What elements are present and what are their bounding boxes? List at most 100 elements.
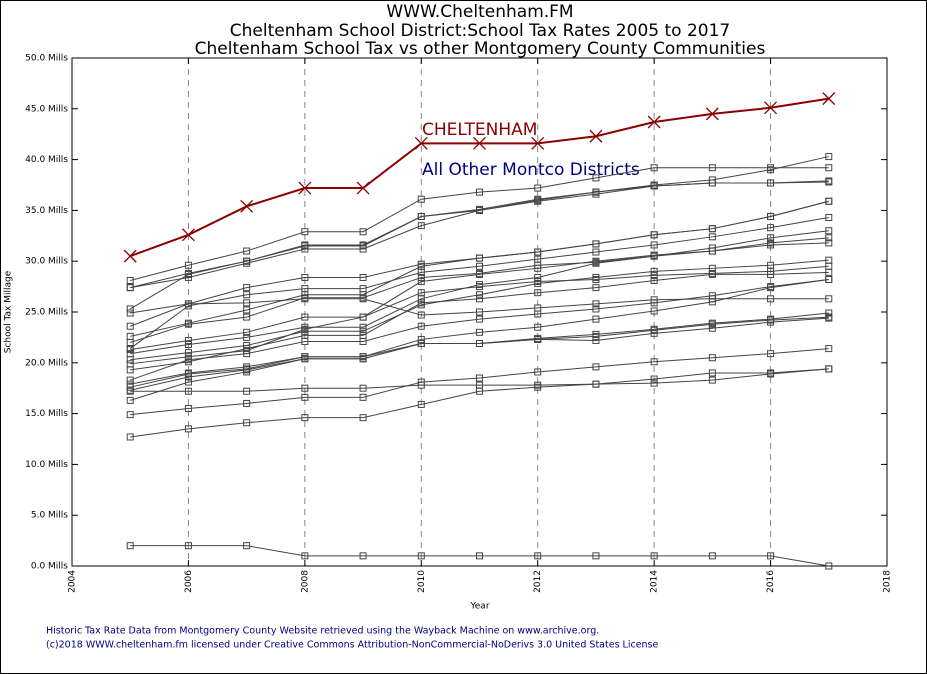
marker [534, 368, 542, 376]
marker [592, 259, 600, 267]
marker [767, 241, 775, 249]
marker [184, 320, 192, 328]
marker [359, 337, 367, 345]
marker [825, 295, 833, 303]
marker [592, 332, 600, 340]
series-line [130, 368, 829, 392]
marker [243, 350, 251, 358]
marker [592, 248, 600, 256]
marker [417, 299, 425, 307]
marker [708, 233, 716, 241]
marker [825, 365, 833, 373]
marker [476, 188, 483, 196]
marker [243, 291, 251, 299]
chart-title: Cheltenham School District:School Tax Ra… [230, 21, 730, 41]
marker [126, 433, 134, 441]
marker [708, 369, 716, 377]
marker [184, 405, 192, 413]
marker [126, 346, 134, 354]
marker [243, 387, 251, 395]
y-tick-label: 5.0 Mills [31, 511, 68, 521]
marker [243, 345, 251, 353]
marker [647, 115, 661, 129]
series-line [130, 545, 829, 567]
marker [417, 289, 425, 297]
marker [359, 273, 367, 281]
marker [181, 228, 195, 242]
annotation: CHELTENHAM [422, 120, 537, 140]
marker [592, 336, 600, 344]
x-tick-label: 2008 [300, 570, 310, 593]
marker [184, 387, 192, 395]
marker [301, 295, 309, 303]
marker [301, 285, 309, 293]
marker [359, 323, 367, 331]
marker [298, 181, 312, 195]
marker [589, 129, 603, 143]
marker [359, 384, 367, 392]
marker [126, 356, 134, 364]
marker [767, 270, 775, 278]
marker [592, 174, 600, 182]
marker [592, 315, 600, 323]
marker [417, 400, 425, 408]
x-tick-label: 2018 [883, 570, 893, 593]
marker [417, 552, 425, 560]
marker [243, 313, 251, 321]
marker [476, 270, 483, 278]
marker [359, 552, 367, 560]
series-line [129, 217, 829, 349]
marker [301, 273, 309, 281]
marker [243, 399, 251, 407]
x-axis-label: Year [469, 602, 489, 612]
marker [243, 306, 251, 314]
marker [126, 277, 134, 285]
marker [767, 552, 775, 560]
series-line [130, 348, 829, 416]
marker [359, 295, 367, 303]
marker [708, 324, 716, 332]
marker [534, 264, 542, 272]
marker [126, 387, 134, 395]
marker [825, 178, 833, 186]
marker [650, 252, 658, 260]
marker [476, 262, 483, 270]
marker [184, 270, 192, 278]
marker [184, 542, 192, 550]
marker [243, 368, 251, 376]
marker [417, 222, 425, 230]
marker [184, 373, 192, 381]
marker [240, 199, 254, 213]
marker [825, 197, 833, 205]
marker [534, 383, 542, 391]
marker [184, 341, 192, 349]
marker [417, 335, 425, 343]
marker [359, 393, 367, 401]
marker [767, 234, 775, 242]
marker [476, 387, 483, 395]
marker [243, 284, 251, 292]
marker [301, 228, 309, 236]
marker [650, 552, 658, 560]
series-line [130, 200, 829, 337]
marker [476, 206, 483, 214]
marker [301, 393, 309, 401]
x-tick-label: 2014 [650, 570, 660, 593]
marker [825, 214, 833, 222]
marker [359, 327, 367, 335]
marker [476, 374, 483, 382]
marker [126, 376, 134, 384]
marker [359, 228, 367, 236]
marker [126, 309, 134, 317]
marker [767, 318, 775, 326]
marker [592, 363, 600, 371]
marker [301, 355, 309, 363]
marker [184, 349, 192, 357]
marker [592, 300, 600, 308]
marker [767, 179, 775, 187]
footer: (c)2018 WWW.cheltenham.fm licensed under… [46, 640, 659, 651]
marker [825, 309, 833, 317]
y-axis-label: School Tax Millage [4, 270, 14, 353]
marker [825, 153, 833, 161]
